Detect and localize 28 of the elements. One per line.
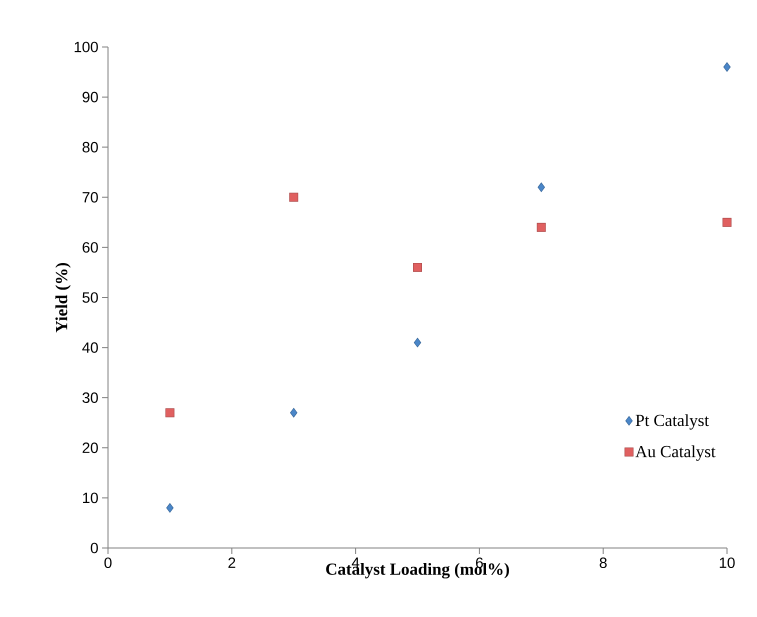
point	[536, 222, 546, 232]
y-tick-label: 50	[82, 292, 98, 303]
legend-label: Pt Catalyst	[636, 414, 709, 430]
legend-label: Au Catalyst	[635, 445, 716, 461]
x-tick-label: 2	[228, 557, 236, 568]
point	[165, 408, 174, 418]
y-tick-label: 0	[90, 542, 98, 554]
y-tick-label: 30	[82, 392, 98, 403]
y-tick-label: 40	[82, 342, 98, 353]
y-tick-label: 80	[82, 142, 98, 152]
y-tick-label: 60	[82, 242, 98, 253]
x-tick-label: 10	[720, 557, 735, 568]
point	[413, 262, 422, 272]
y-tick-label: 20	[82, 442, 98, 454]
y-tick-label: 90	[82, 92, 98, 102]
x-tick-label: 8	[600, 557, 607, 568]
y-tick-label: 100	[74, 42, 98, 52]
point	[166, 503, 174, 513]
point	[723, 62, 731, 72]
y-tick-label: 10	[83, 492, 98, 504]
point	[538, 182, 545, 192]
y-tick-label: 70	[82, 192, 98, 203]
x-tick-label: 0	[104, 557, 112, 568]
point	[414, 338, 422, 348]
point	[722, 218, 732, 227]
y-axis-title: Yield (%)	[55, 263, 71, 332]
point	[289, 192, 298, 202]
point	[290, 408, 298, 418]
